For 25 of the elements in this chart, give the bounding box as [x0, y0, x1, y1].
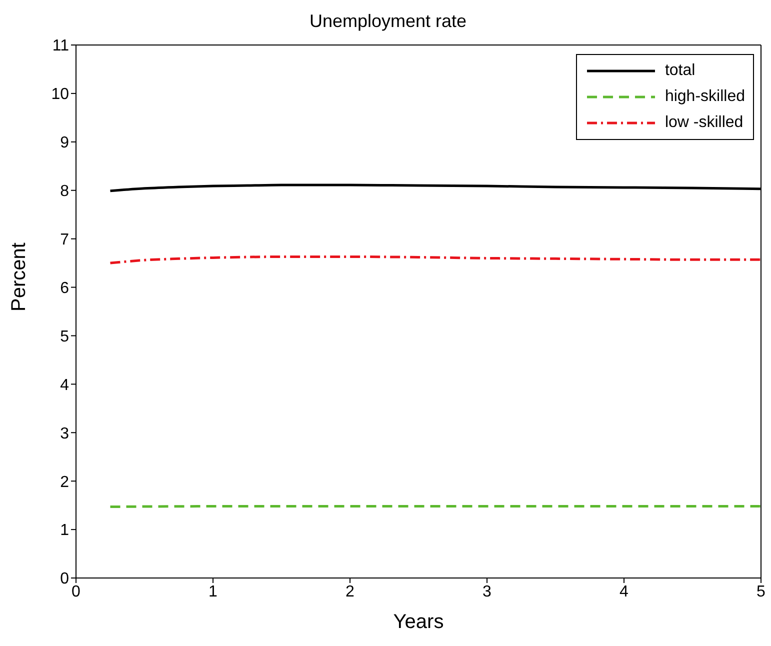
- y-axis-title: Percent: [8, 242, 30, 312]
- x-axis-title: Years: [393, 611, 444, 633]
- chart-title: Unemployment rate: [308, 10, 468, 33]
- line-series: [109, 255, 761, 264]
- legend-label: high-skilled: [664, 88, 745, 106]
- y-tick-label: 5: [60, 328, 70, 346]
- y-tick-label: 3: [60, 425, 70, 442]
- x-tick-label: 0: [72, 583, 81, 600]
- x-tick-label: 3: [482, 583, 492, 600]
- x-tick-label: 2: [346, 583, 355, 600]
- x-tick-label: 1: [208, 583, 218, 600]
- y-tick-label: 0: [60, 570, 70, 588]
- y-tick-label: 9: [60, 134, 70, 152]
- legend-label: total: [664, 62, 696, 80]
- y-tick-label: 7: [60, 232, 70, 248]
- x-tick-label: 5: [756, 583, 766, 600]
- legend-label: low -skilled: [664, 114, 744, 132]
- y-tick-label: 8: [60, 183, 70, 200]
- y-tick-label: 1: [60, 522, 70, 540]
- y-tick-label: 2: [60, 474, 70, 491]
- x-tick-label: 4: [620, 583, 629, 600]
- y-tick-label: 6: [60, 280, 70, 297]
- y-tick-label: 4: [60, 376, 70, 394]
- y-tick-label: 11: [52, 38, 70, 55]
- y-tick-label: 10: [51, 86, 70, 104]
